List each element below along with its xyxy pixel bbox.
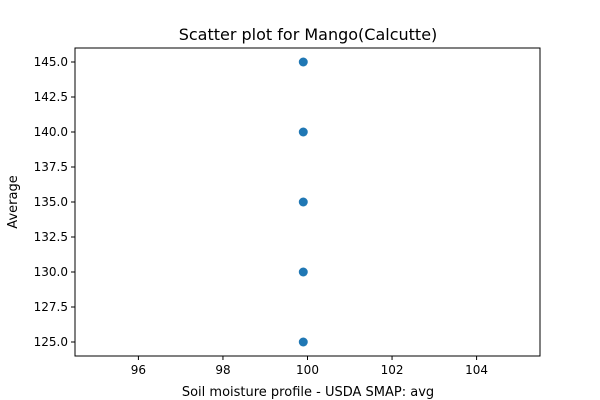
scatter-point xyxy=(298,57,308,67)
y-tick-label: 130.0 xyxy=(34,265,68,279)
chart-title: Scatter plot for Mango(Calcutte) xyxy=(179,25,438,44)
x-tick-label: 102 xyxy=(381,363,404,377)
x-tick-label: 104 xyxy=(465,363,488,377)
y-tick-label: 142.5 xyxy=(34,90,68,104)
y-tick-label: 125.0 xyxy=(34,335,68,349)
scatter-point xyxy=(298,197,308,207)
y-tick-label: 137.5 xyxy=(34,160,68,174)
x-tick-label: 96 xyxy=(131,363,146,377)
y-tick-label: 127.5 xyxy=(34,300,68,314)
y-axis-title: Average xyxy=(6,175,21,228)
x-tick-label: 98 xyxy=(215,363,230,377)
scatter-point xyxy=(298,337,308,347)
x-axis-title: Soil moisture profile - USDA SMAP: avg xyxy=(182,385,434,400)
y-axis: 125.0 127.5 130.0 132.5 135.0 137.5 140.0 142.5… xyxy=(34,55,75,349)
y-tick-label: 145.0 xyxy=(34,55,68,69)
scatter-point xyxy=(298,267,308,277)
x-axis: 96 98 100 102 104 xyxy=(131,356,488,377)
y-tick-label: 132.5 xyxy=(34,230,68,244)
y-tick-label: 135.0 xyxy=(34,195,68,209)
data-points xyxy=(298,57,308,347)
scatter-point xyxy=(298,127,308,137)
y-tick-label: 140.0 xyxy=(34,125,68,139)
x-tick-label: 100 xyxy=(296,363,319,377)
